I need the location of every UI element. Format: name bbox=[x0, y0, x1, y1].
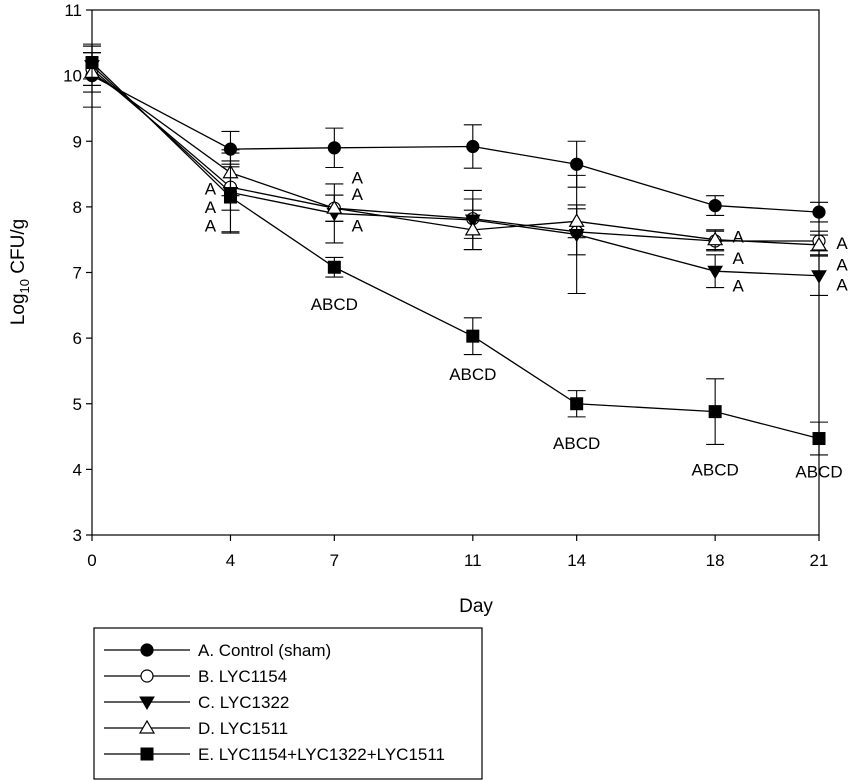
annotation-label: ABCD bbox=[449, 365, 496, 384]
legend-item-d: D. LYC1511 bbox=[104, 719, 288, 738]
annotation-label: A bbox=[732, 249, 744, 268]
annotation-label: ABCD bbox=[311, 295, 358, 314]
annotation-label: ABCD bbox=[692, 460, 739, 479]
annotation-label: A bbox=[836, 256, 848, 275]
data-point bbox=[466, 139, 480, 154]
annotation-label: A bbox=[352, 216, 364, 235]
legend-item-b: B. LYC1154 bbox=[104, 667, 287, 686]
legend-label: B. LYC1154 bbox=[198, 667, 287, 686]
annotation-label: A bbox=[205, 198, 217, 217]
data-point bbox=[326, 199, 343, 214]
legend-label: E. LYC1154+LYC1322+LYC1511 bbox=[198, 745, 445, 764]
series-b bbox=[83, 52, 828, 256]
annotation-label: A bbox=[205, 216, 217, 235]
data-point bbox=[570, 157, 584, 171]
data-point bbox=[708, 405, 722, 419]
x-tick-label: 14 bbox=[567, 551, 586, 570]
y-axis-label-unit: CFU/g bbox=[8, 219, 29, 279]
x-tick-label: 7 bbox=[330, 551, 339, 570]
data-point bbox=[570, 397, 584, 411]
annotation-label: ABCD bbox=[553, 434, 600, 453]
data-point bbox=[708, 198, 722, 213]
annotation-label: A bbox=[205, 180, 217, 199]
x-tick-label: 4 bbox=[226, 551, 235, 570]
data-point bbox=[811, 270, 827, 284]
series-a bbox=[83, 43, 828, 223]
annotation-label: A bbox=[352, 185, 364, 204]
x-axis-label: Day bbox=[459, 596, 493, 617]
legend-item-c: C. LYC1322 bbox=[104, 693, 289, 712]
y-tick-label: 7 bbox=[73, 264, 82, 283]
plot-frame bbox=[91, 9, 820, 536]
data-point bbox=[810, 236, 828, 251]
annotation-label: A bbox=[732, 227, 744, 246]
data-point bbox=[466, 329, 480, 343]
data-point bbox=[223, 190, 237, 204]
legend-marker bbox=[138, 719, 156, 734]
data-point bbox=[327, 260, 341, 274]
series-line bbox=[91, 75, 820, 213]
y-tick-label: 9 bbox=[73, 132, 82, 151]
legend-marker bbox=[140, 669, 154, 683]
x-axis: 0 4 7 11 14 18 21 bbox=[87, 535, 828, 570]
data-point bbox=[812, 205, 826, 219]
y-tick-label: 4 bbox=[73, 460, 82, 479]
y-axis-label: Log10 CFU/g bbox=[8, 219, 32, 325]
data-point bbox=[464, 221, 481, 236]
y-axis-label-group: Log10 CFU/g bbox=[8, 219, 32, 325]
series-d bbox=[83, 52, 828, 256]
x-tick-label: 21 bbox=[810, 551, 829, 570]
legend-item-e: E. LYC1154+LYC1322+LYC1511 bbox=[104, 745, 445, 764]
annotation-label: A bbox=[836, 234, 848, 253]
data-point bbox=[707, 231, 724, 246]
data-point bbox=[568, 213, 585, 227]
legend-marker bbox=[140, 747, 154, 761]
legend-label: D. LYC1511 bbox=[198, 719, 288, 738]
y-tick-label: 6 bbox=[73, 329, 82, 348]
series-e bbox=[83, 45, 828, 456]
legend-label: A. Control (sham) bbox=[198, 641, 331, 660]
annotation-label: A bbox=[836, 275, 848, 294]
y-tick-label: 10 bbox=[63, 67, 82, 86]
data-point bbox=[812, 432, 826, 446]
legend-label: C. LYC1322 bbox=[198, 693, 289, 712]
data-point bbox=[85, 56, 99, 69]
series-layer bbox=[83, 43, 828, 456]
y-tick-label: 8 bbox=[73, 198, 82, 217]
legend-marker bbox=[140, 643, 154, 657]
y-tick-label: 3 bbox=[73, 526, 82, 545]
legend: A. Control (sham) B. LYC1154 C. LYC1322 D. … bbox=[93, 627, 483, 780]
annotation-label: A bbox=[352, 168, 364, 187]
legend-marker bbox=[139, 696, 155, 710]
legend-item-a: A. Control (sham) bbox=[104, 641, 331, 660]
plot-area bbox=[91, 9, 820, 536]
x-tick-label: 11 bbox=[464, 551, 482, 570]
y-axis: 3 4 5 6 7 8 9 10 11 bbox=[63, 1, 92, 545]
data-point bbox=[327, 141, 341, 155]
y-tick-label: 11 bbox=[64, 1, 82, 20]
x-tick-label: 0 bbox=[87, 551, 96, 570]
data-point bbox=[707, 265, 724, 280]
x-tick-label: 18 bbox=[706, 551, 725, 570]
annotation-label: ABCD bbox=[795, 462, 842, 481]
y-tick-label: 5 bbox=[73, 395, 82, 414]
series-c bbox=[83, 45, 828, 297]
y-axis-label-main: Log bbox=[8, 293, 29, 325]
annotation-label: A bbox=[732, 277, 744, 296]
y-axis-label-subscript: 10 bbox=[17, 279, 32, 293]
